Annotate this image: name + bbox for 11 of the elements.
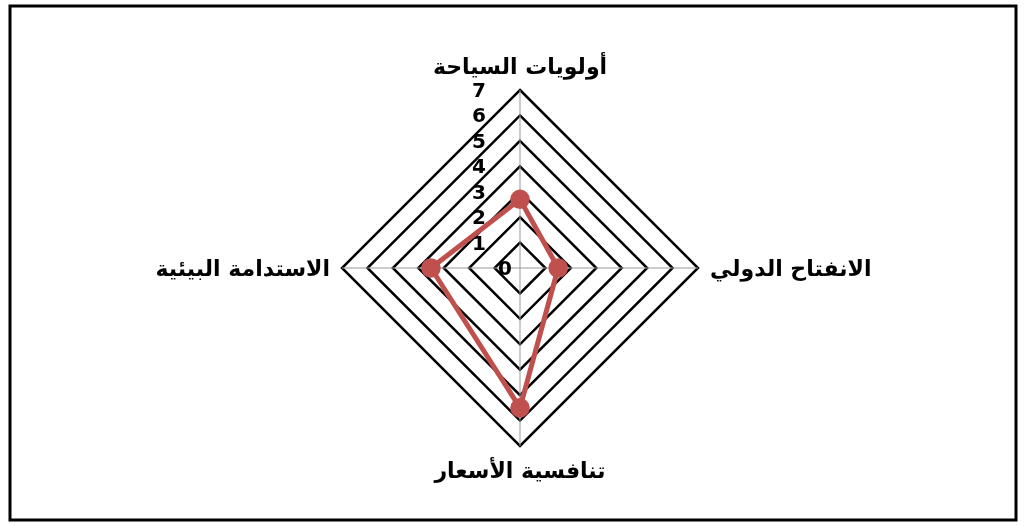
spoke-label: تنافسية الأسعار bbox=[433, 455, 606, 483]
spoke-label: الانفتاح الدولي bbox=[710, 255, 872, 282]
y-tick-label: 4 bbox=[472, 154, 486, 179]
y-tick-label: 0 bbox=[498, 256, 512, 280]
y-tick-label: 5 bbox=[472, 128, 486, 153]
y-tick-label: 1 bbox=[472, 230, 486, 255]
spoke-label: أولويات السياحة bbox=[432, 50, 608, 80]
y-tick-label: 7 bbox=[472, 78, 486, 102]
y-tick-label: 3 bbox=[472, 179, 486, 204]
y-tick-label: 6 bbox=[472, 103, 486, 128]
spoke-label: الاستدامة البيئية bbox=[155, 255, 330, 281]
